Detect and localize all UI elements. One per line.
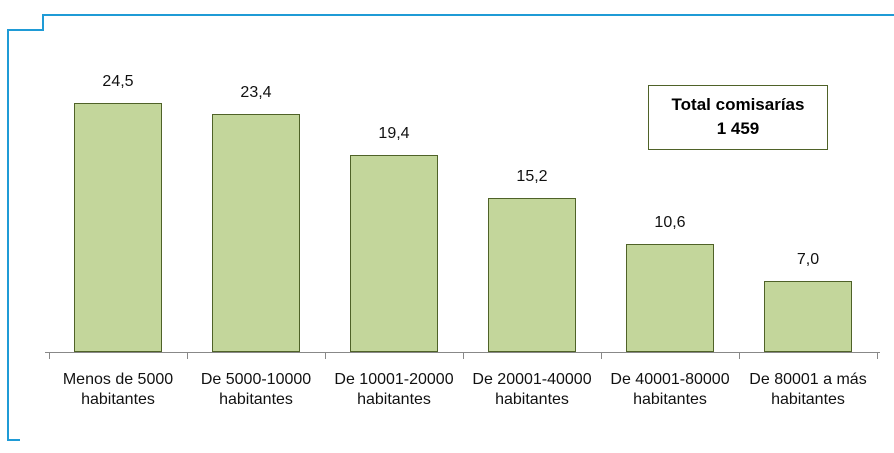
bar — [350, 154, 438, 352]
frame-line — [7, 14, 894, 441]
value-label: 15,2 — [516, 167, 548, 185]
annotation-box: Total comisarías 1 459 — [648, 85, 828, 150]
value-label: 24,5 — [102, 73, 134, 90]
x-tick — [49, 352, 50, 359]
x-tick — [325, 352, 326, 359]
x-tick-label: De 40001-80000 habitantes — [610, 371, 730, 408]
x-tick-label: Menos de 5000 habitantes — [62, 371, 174, 408]
x-tick — [187, 352, 188, 359]
value-label: 10,6 — [654, 214, 686, 232]
x-tick — [601, 352, 602, 359]
x-tick-label: De 20001-40000 habitantes — [472, 371, 592, 408]
x-tick — [739, 352, 740, 359]
value-label: 7,0 — [796, 250, 820, 268]
value-label: 23,4 — [240, 84, 272, 102]
bar — [74, 103, 162, 352]
x-tick — [463, 352, 464, 359]
value-label: 19,4 — [378, 124, 410, 142]
annotation: Total comisarías — [671, 95, 805, 114]
x-tick — [877, 352, 878, 359]
bar — [212, 114, 300, 352]
annotation: 1 459 — [716, 119, 760, 138]
bar — [764, 280, 852, 352]
bar — [488, 197, 576, 352]
x-tick-label: De 5000-10000 habitantes — [200, 371, 312, 408]
x-tick-label: De 10001-20000 habitantes — [334, 371, 454, 408]
x-axis — [45, 352, 880, 353]
bar — [626, 244, 714, 352]
x-tick-label: De 80001 a más habitantes — [749, 371, 867, 408]
